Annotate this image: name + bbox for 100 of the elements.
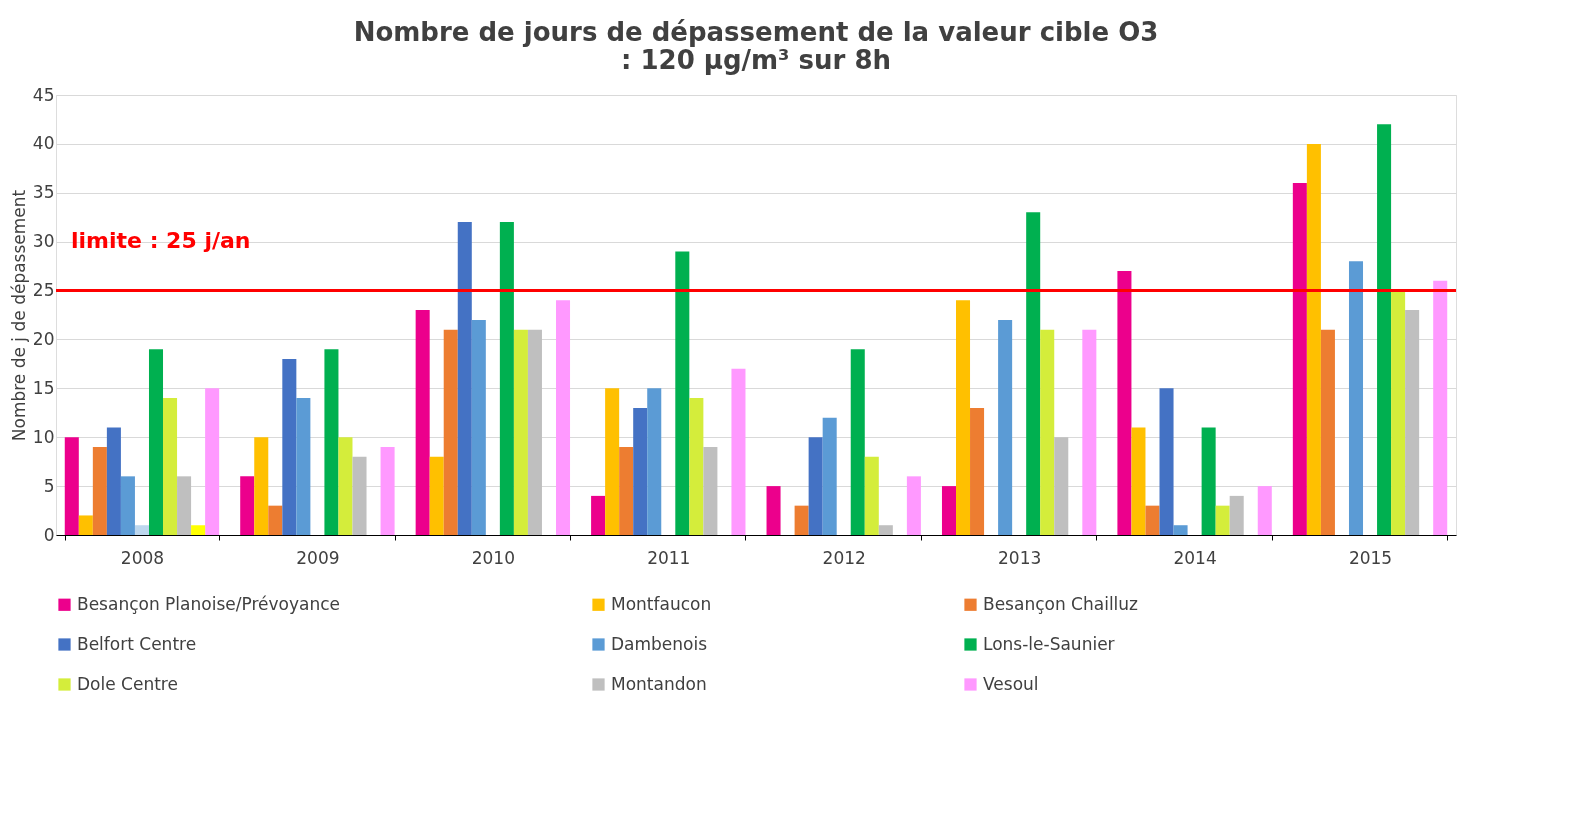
y-tick-label: 5: [43, 475, 55, 496]
bar: [513, 329, 528, 535]
bar: [1405, 310, 1420, 535]
bar: [1215, 505, 1230, 535]
bar: [703, 447, 718, 535]
bar: [1391, 290, 1406, 535]
bar: [352, 456, 367, 535]
bar: [689, 398, 704, 535]
bar: [1348, 261, 1364, 535]
legend-label: Vesoul: [983, 673, 1039, 694]
bar: [1306, 143, 1321, 535]
bar: [148, 349, 164, 535]
legend-label: Montfaucon: [611, 593, 712, 614]
bar: [794, 505, 809, 535]
y-tick-label: 15: [32, 377, 55, 398]
bar: [471, 319, 486, 535]
bar: [1145, 505, 1160, 535]
bar: [296, 398, 311, 535]
bar: [647, 388, 662, 535]
x-tick-label: 2011: [647, 547, 691, 568]
bar: [864, 456, 879, 535]
bar: [92, 447, 107, 535]
bar: [1054, 437, 1069, 535]
legend-label: Besançon Chailluz: [983, 593, 1139, 614]
x-tick-label: 2015: [1348, 547, 1393, 568]
bar: [808, 437, 823, 535]
bar: [1082, 329, 1097, 535]
bar: [1201, 427, 1216, 535]
y-tick-label: 0: [43, 524, 55, 545]
bar: [1433, 280, 1448, 535]
x-tick-label: 2013: [998, 547, 1042, 568]
legend-label: Dole Centre: [77, 673, 178, 694]
y-tick-label: 30: [32, 231, 55, 252]
bar: [591, 495, 606, 535]
bar: [605, 388, 620, 535]
y-tick-label: 40: [32, 133, 55, 154]
bar: [1257, 486, 1272, 535]
bar: [941, 486, 956, 535]
bar: [675, 251, 690, 535]
bar: [956, 300, 971, 535]
bar: [556, 300, 571, 535]
text: Nombre de jours de dépassement de la valeur cible O3: [353, 17, 1159, 47]
bar: [191, 525, 206, 535]
bar: [766, 486, 781, 535]
bar: [120, 476, 135, 535]
bar: [338, 437, 353, 535]
bar: [499, 222, 514, 535]
ref-line-label: limite : 25 j/an: [71, 227, 251, 253]
bar: [527, 329, 542, 535]
bar: [78, 515, 93, 535]
bar: [1159, 388, 1174, 535]
bar: [177, 476, 192, 535]
y-tick-label: 35: [32, 182, 55, 203]
bar: [429, 456, 444, 535]
bar: [850, 349, 865, 535]
bar: [998, 319, 1013, 535]
x-tick-label: 2010: [471, 547, 515, 568]
bar: [1173, 525, 1188, 535]
bar: [1131, 427, 1146, 535]
legend-label: Lons-le-Saunier: [983, 633, 1115, 654]
bar: [268, 505, 283, 535]
bar: [878, 525, 893, 535]
y-axis-title: Nombre de j de dépassement: [8, 189, 29, 442]
x-tick-label: 2009: [296, 547, 340, 568]
bar: [1117, 271, 1132, 535]
bar: [1040, 329, 1055, 535]
bar: [731, 368, 746, 535]
bar: [906, 476, 921, 535]
bar: [205, 388, 220, 535]
bar: [1377, 124, 1392, 535]
bar: [633, 407, 648, 535]
y-tick-label: 20: [32, 328, 55, 349]
bar: [1292, 183, 1307, 535]
y-tick-label: 25: [32, 280, 55, 301]
bar: [254, 437, 269, 535]
bar: [134, 525, 149, 535]
x-tick-label: 2012: [822, 547, 866, 568]
bar: [822, 417, 837, 535]
bar: [443, 329, 458, 535]
bar: [415, 310, 430, 535]
bar: [1320, 329, 1335, 535]
bar: [106, 427, 121, 535]
legend-label: Dambenois: [611, 633, 708, 654]
bar: [1229, 495, 1244, 535]
bar: [240, 476, 255, 535]
y-tick-label: 10: [32, 426, 55, 447]
bar: [457, 222, 472, 535]
bar: [163, 398, 178, 535]
x-tick-label: 2014: [1173, 547, 1217, 568]
legend-label: Montandon: [611, 673, 707, 694]
legend-label: Belfort Centre: [77, 633, 197, 654]
bar: [324, 349, 339, 535]
bar: [1026, 212, 1041, 535]
bar: [970, 407, 985, 535]
bar: [282, 359, 297, 535]
bar: [380, 447, 395, 535]
bar: [619, 447, 634, 535]
bar: [64, 437, 79, 535]
legend-label: Besançon Planoise/Prévoyance: [77, 593, 340, 614]
y-tick-label: 45: [32, 84, 55, 105]
